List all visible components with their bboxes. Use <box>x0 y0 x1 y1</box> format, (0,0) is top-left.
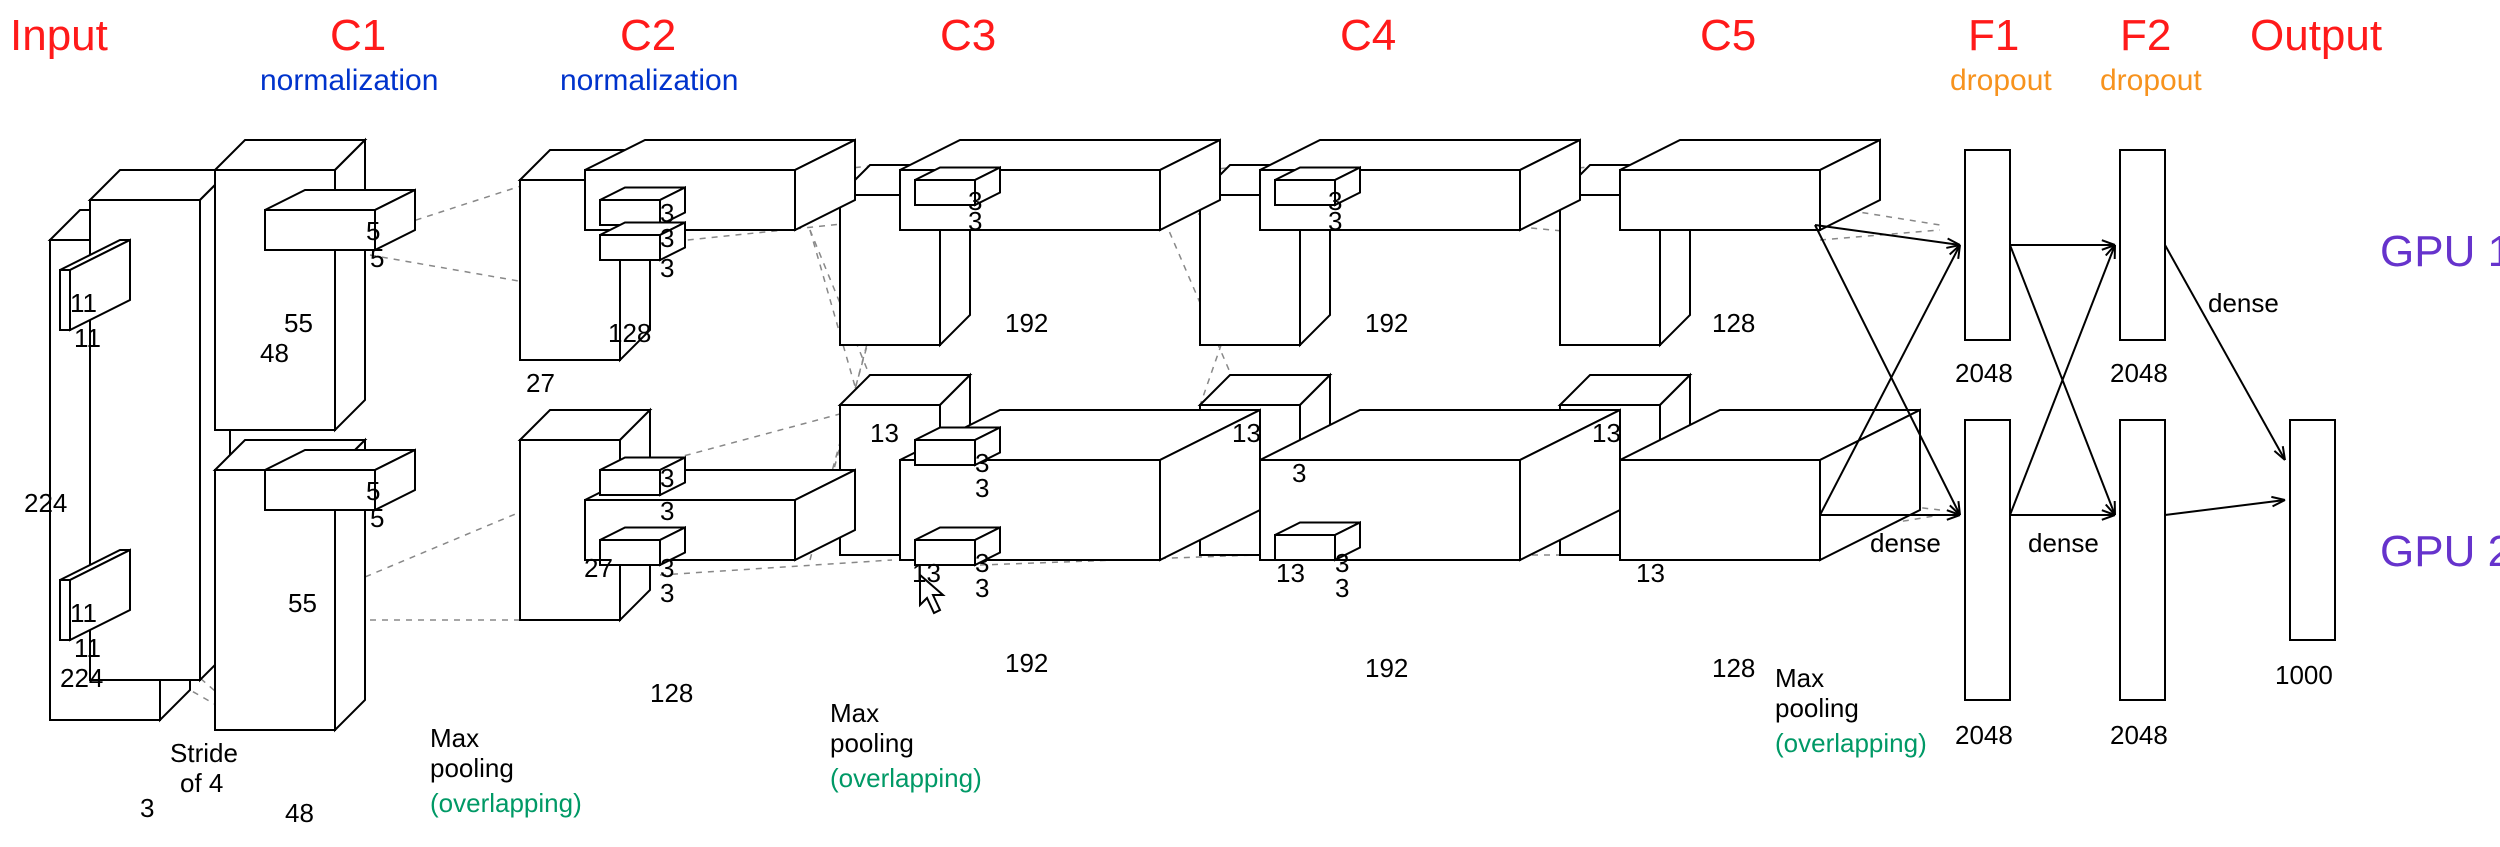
num-label: 13 <box>1636 560 1665 586</box>
num-label: 11 <box>74 635 101 661</box>
header-f2: F2 <box>2120 14 2171 58</box>
num-label: 128 <box>1712 655 1755 681</box>
gpu-gpu1: GPU 1 <box>2380 230 2500 274</box>
header-f1: F1 <box>1968 14 2019 58</box>
gpu-gpu2: GPU 2 <box>2380 530 2500 574</box>
num-label: 55 <box>284 310 313 336</box>
num-label: 1000 <box>2275 662 2333 688</box>
num-label: 5 <box>370 505 384 531</box>
num-label: 13 <box>1592 420 1621 446</box>
num-label: Stride <box>170 740 238 766</box>
num-label: 192 <box>1365 310 1408 336</box>
num-label: 192 <box>1005 650 1048 676</box>
num-label: 3 <box>140 795 154 821</box>
num-label: dense <box>2208 290 2279 316</box>
num-label: 3 <box>1328 208 1342 234</box>
num-label: 5 <box>370 245 384 271</box>
num-label: 3 <box>968 208 982 234</box>
num-label: 27 <box>526 370 555 396</box>
num-label: dense <box>1870 530 1941 556</box>
num-label: pooling <box>430 755 514 781</box>
num-label: 3 <box>660 498 674 524</box>
num-label: 11 <box>70 600 97 626</box>
num-label: 5 <box>366 218 380 244</box>
num-label: 2048 <box>1955 360 2013 386</box>
num-label: Max <box>430 725 479 751</box>
subheader-norm2: normalization <box>560 66 738 96</box>
num-label: 3 <box>975 475 989 501</box>
num-label: 3 <box>975 575 989 601</box>
num-label: 13 <box>870 420 899 446</box>
num-label: 3 <box>1292 460 1306 486</box>
subheader-drop2: dropout <box>2100 66 2202 96</box>
num-label: pooling <box>830 730 914 756</box>
header-input: Input <box>10 14 108 58</box>
overlapping-label: (overlapping) <box>430 790 582 816</box>
num-label: 192 <box>1365 655 1408 681</box>
num-label: 192 <box>1005 310 1048 336</box>
num-label: 27 <box>584 555 613 581</box>
num-label: Max <box>830 700 879 726</box>
num-label: dense <box>2028 530 2099 556</box>
num-label: 11 <box>74 325 101 351</box>
header-c4: C4 <box>1340 14 1396 58</box>
num-label: pooling <box>1775 695 1859 721</box>
num-label: 5 <box>366 478 380 504</box>
subheader-drop1: dropout <box>1950 66 2052 96</box>
header-c2: C2 <box>620 14 676 58</box>
num-label: 48 <box>285 800 314 826</box>
num-label: of 4 <box>180 770 223 796</box>
num-label: Max <box>1775 665 1824 691</box>
num-label: 11 <box>70 290 97 316</box>
header-c5: C5 <box>1700 14 1756 58</box>
num-label: 2048 <box>2110 360 2168 386</box>
num-label: 224 <box>24 490 67 516</box>
header-c1: C1 <box>330 14 386 58</box>
num-label: 3 <box>660 225 674 251</box>
num-label: 128 <box>1712 310 1755 336</box>
num-label: 128 <box>650 680 693 706</box>
overlapping-label: (overlapping) <box>830 765 982 791</box>
overlapping-label: (overlapping) <box>1775 730 1927 756</box>
num-label: 48 <box>260 340 289 366</box>
num-label: 55 <box>288 590 317 616</box>
num-label: 3 <box>660 580 674 606</box>
header-c3: C3 <box>940 14 996 58</box>
num-label: 3 <box>660 255 674 281</box>
num-label: 13 <box>1232 420 1261 446</box>
num-label: 128 <box>608 320 651 346</box>
num-label: 13 <box>912 560 941 586</box>
num-label: 224 <box>60 665 103 691</box>
diagram-stage: Input C1 C2 C3 C4 C5 F1 F2 Output normalization no… <box>0 0 2500 847</box>
num-label: 2048 <box>1955 722 2013 748</box>
header-output: Output <box>2250 14 2382 58</box>
subheader-norm1: normalization <box>260 66 438 96</box>
num-label: 2048 <box>2110 722 2168 748</box>
num-label: 3 <box>1335 575 1349 601</box>
num-label: 3 <box>660 465 674 491</box>
num-label: 13 <box>1276 560 1305 586</box>
